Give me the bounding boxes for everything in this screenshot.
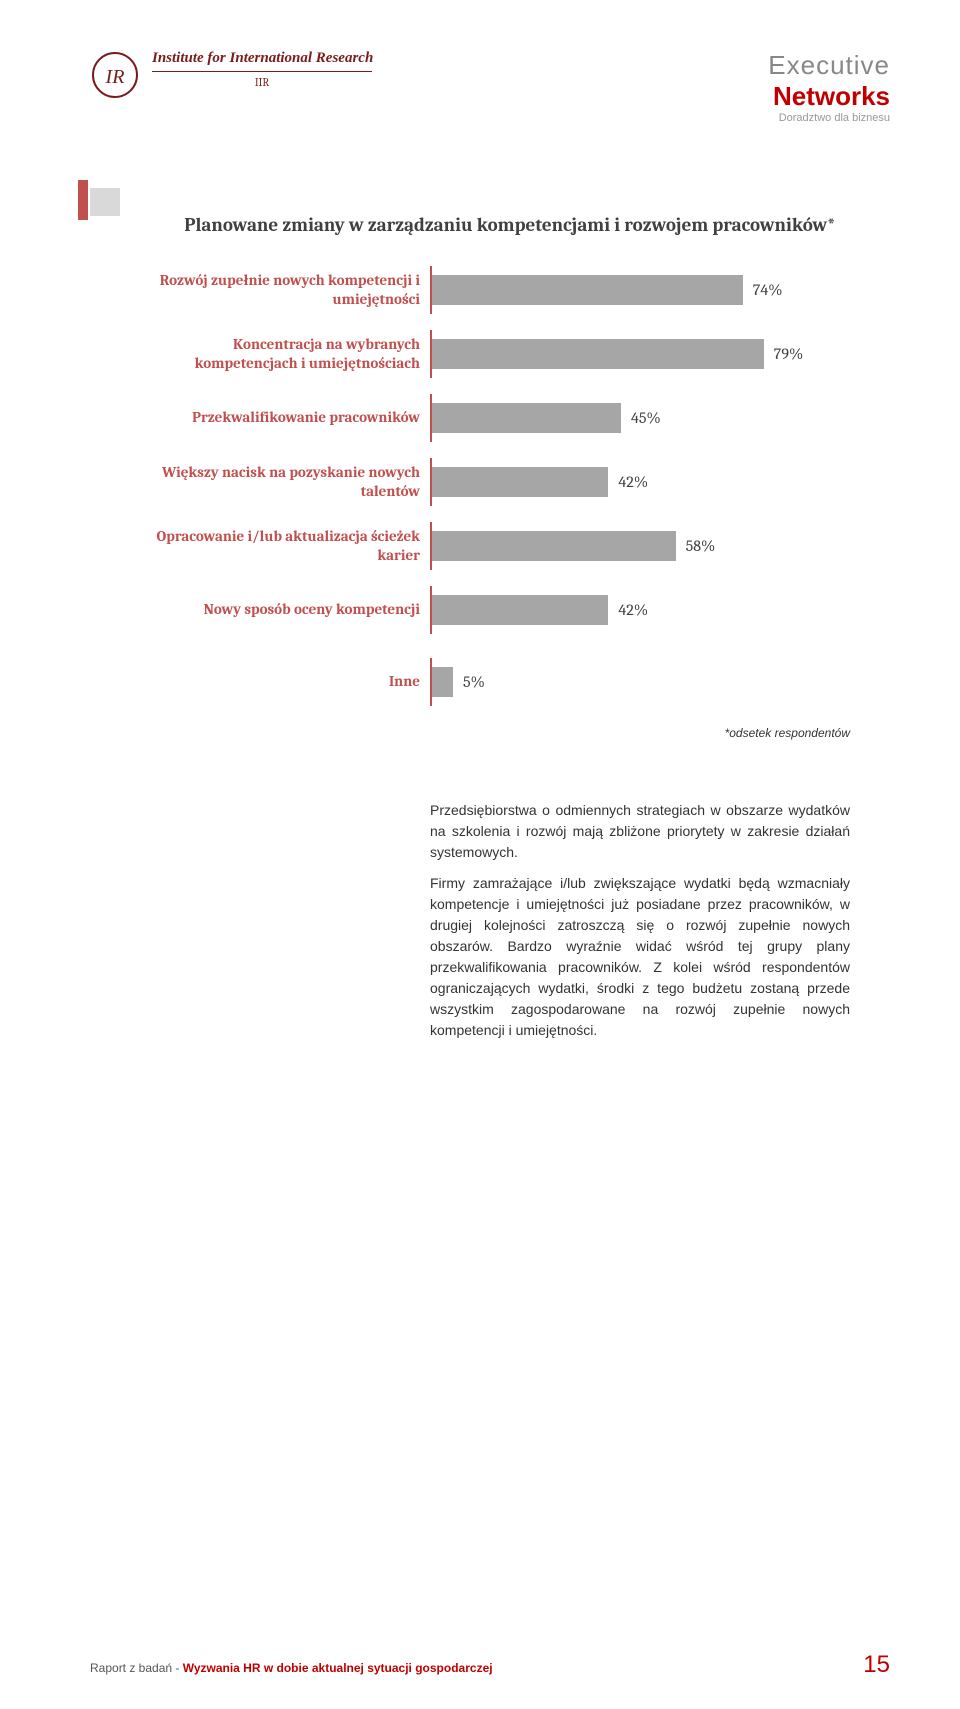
chart-row: Opracowanie i/lub aktualizacja ścieżek k… [130,522,890,570]
footer-title: Wyzwania HR w dobie aktualnej sytuacji g… [183,1661,493,1675]
chart-bar-area: 79% [430,330,890,378]
bar-chart: Rozwój zupełnie nowych kompetencji i umi… [130,266,890,706]
chart-bar-area: 74% [430,266,890,314]
chart-bar-area: 58% [430,522,890,570]
logo-iir: IR Institute for International Research … [90,50,373,100]
chart-bar-label: Rozwój zupełnie nowych kompetencji i umi… [130,271,430,310]
chart-bar-area: 5% [430,658,890,706]
chart-bar-label: Inne [130,672,430,692]
iir-title: Institute for International Research [152,50,373,67]
chart-bar [432,531,676,561]
chart-bar [432,667,453,697]
iir-divider [152,71,372,72]
chart-bar-value: 5% [463,673,485,691]
chart-title: Planowane zmiany w zarządzaniu kompetenc… [130,214,890,236]
exec-line1: Executive [768,50,890,81]
exec-tagline: Doradztwo dla biznesu [768,112,890,124]
chart-bar [432,595,608,625]
chart-bar [432,275,743,305]
chart-bar-label: Większy nacisk na pozyskanie nowych tale… [130,463,430,502]
footer-prefix: Raport z badań - [90,1661,183,1675]
chart-bar [432,339,764,369]
chart-bar-area: 42% [430,458,890,506]
chart-bar-label: Nowy sposób oceny kompetencji [130,600,430,620]
chart-bar-value: 74% [753,281,783,299]
logo-executive-networks: Executive Networks Doradztwo dla biznesu [768,50,890,124]
chart-row: Inne 5% [130,658,890,706]
chart-bar-label: Koncentracja na wybranych kompetencjach … [130,335,430,374]
side-gray-marker [90,188,120,216]
chart-bar-label: Opracowanie i/lub aktualizacja ścieżek k… [130,527,430,566]
body-text: Przedsiębiorstwa o odmiennych strategiac… [430,800,850,1041]
chart-bar-area: 45% [430,394,890,442]
page-number: 15 [863,1651,890,1679]
paragraph-1: Przedsiębiorstwa o odmiennych strategiac… [430,800,850,863]
chart-bar [432,467,608,497]
chart-row: Koncentracja na wybranych kompetencjach … [130,330,890,378]
footer-text: Raport z badań - Wyzwania HR w dobie akt… [90,1661,493,1675]
chart-bar-value: 42% [618,601,648,619]
chart-bar-value: 79% [774,345,803,363]
svg-text:IR: IR [105,66,125,88]
exec-line2: Networks [768,81,890,112]
chart-row: Większy nacisk na pozyskanie nowych tale… [130,458,890,506]
chart-row: Przekwalifikowanie pracowników 45% [130,394,890,442]
chart-row: Rozwój zupełnie nowych kompetencji i umi… [130,266,890,314]
chart-bar-label: Przekwalifikowanie pracowników [130,408,430,428]
chart-footnote: *odsetek respondentów [90,726,850,740]
chart-bar-value: 42% [618,473,648,491]
chart-bar-area: 42% [430,586,890,634]
side-red-marker [78,180,88,220]
paragraph-2: Firmy zamrażające i/lub zwiększające wyd… [430,873,850,1041]
iir-sub: IIR [152,76,372,89]
page-footer: Raport z badań - Wyzwania HR w dobie akt… [90,1651,890,1679]
chart-row: Nowy sposób oceny kompetencji 42% [130,586,890,634]
chart-bar-value: 45% [631,409,661,427]
page-header: IR Institute for International Research … [90,50,890,124]
iir-logo-icon: IR [90,50,140,100]
chart-bar-value: 58% [686,537,716,555]
chart-bar [432,403,621,433]
